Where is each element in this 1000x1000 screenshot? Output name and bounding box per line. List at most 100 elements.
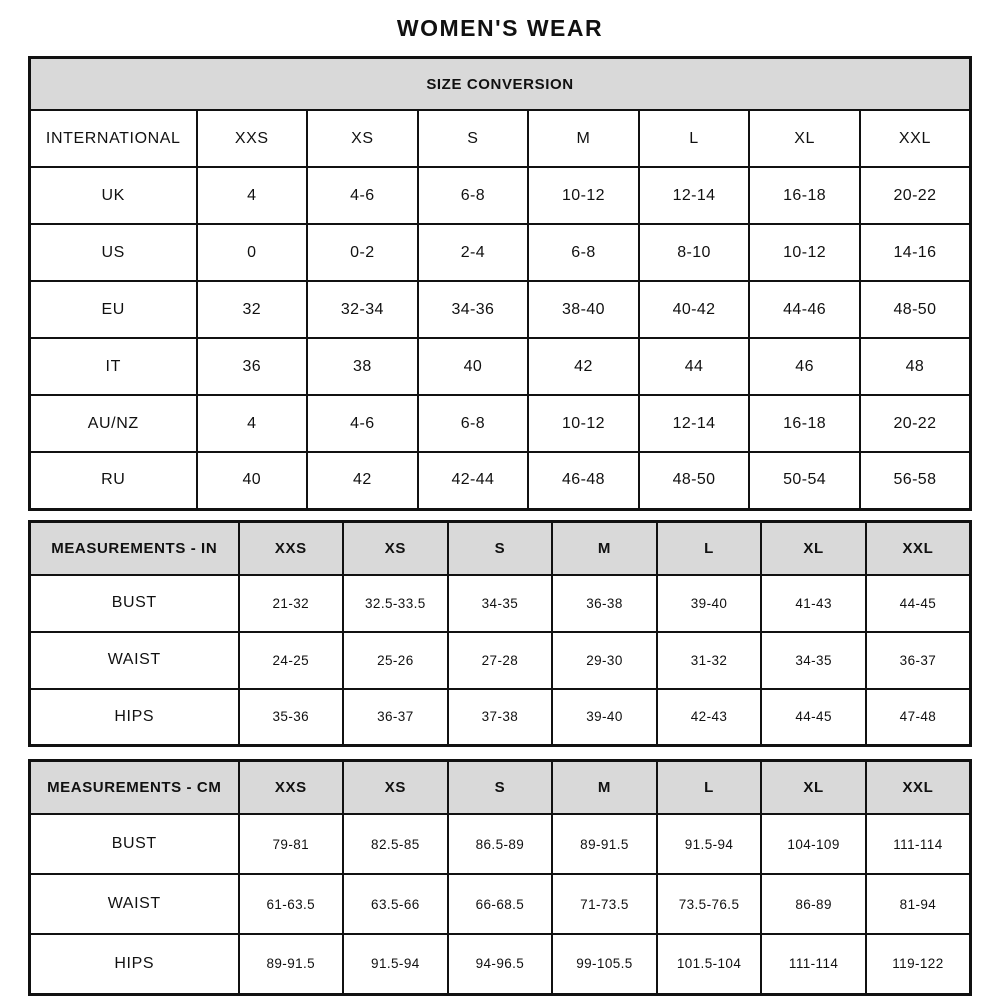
value-cell: 32-34 <box>306 280 419 339</box>
value-cell: 48-50 <box>637 451 751 510</box>
value-cell: 34-35 <box>760 630 867 690</box>
row-label-cell: RU <box>28 451 198 510</box>
column-header-cell: S <box>446 759 554 815</box>
value-cell: 36 <box>195 337 309 396</box>
row-label-cell: BUST <box>28 573 240 633</box>
value-cell: 48 <box>858 337 972 396</box>
row-label-cell: HIPS <box>28 687 240 747</box>
value-cell: 61-63.5 <box>237 873 345 935</box>
row-label-cell: UK <box>28 166 198 225</box>
value-cell: 48-50 <box>858 280 972 339</box>
value-cell: 99-105.5 <box>551 933 658 995</box>
value-cell: 6-8 <box>527 223 640 282</box>
value-cell: 44-45 <box>760 687 867 747</box>
value-cell: 21-32 <box>237 573 345 633</box>
value-cell: 101.5-104 <box>655 933 763 995</box>
value-cell: 25-26 <box>342 630 449 690</box>
value-cell: 73.5-76.5 <box>655 873 763 935</box>
table-row: WAIST 24-25 25-26 27-28 29-30 31-32 34-35 36-37 <box>28 630 972 690</box>
value-cell: 16-18 <box>748 166 861 225</box>
column-header-cell: XXS <box>195 109 309 168</box>
value-cell: 4-6 <box>306 166 419 225</box>
column-header-cell: L <box>637 109 751 168</box>
table-row: EU 32 32-34 34-36 38-40 40-42 44-46 48-50 <box>28 280 972 339</box>
page-title: WOMEN'S WEAR <box>396 15 604 41</box>
value-cell: 42 <box>306 451 419 510</box>
value-cell: 27-28 <box>446 630 554 690</box>
value-cell: 4 <box>195 394 309 453</box>
value-cell: 66-68.5 <box>446 873 554 935</box>
value-cell: 86.5-89 <box>446 813 554 875</box>
value-cell: 47-48 <box>864 687 972 747</box>
table-title-cell: INTERNATIONAL <box>28 109 198 168</box>
value-cell: 39-40 <box>551 687 658 747</box>
value-cell: 89-91.5 <box>237 933 345 995</box>
value-cell: 12-14 <box>637 166 751 225</box>
value-cell: 91.5-94 <box>655 813 763 875</box>
row-label-cell: BUST <box>28 813 240 875</box>
column-header-cell: XS <box>306 109 419 168</box>
value-cell: 86-89 <box>760 873 867 935</box>
row-label-cell: HIPS <box>28 933 240 995</box>
row-label-cell: AU/NZ <box>28 394 198 453</box>
table-row: IT 36 38 40 42 44 46 48 <box>28 337 972 396</box>
value-cell: 8-10 <box>637 223 751 282</box>
value-cell: 91.5-94 <box>342 933 449 995</box>
column-header-cell: XXL <box>864 520 972 576</box>
value-cell: 34-36 <box>416 280 530 339</box>
value-cell: 4-6 <box>306 394 419 453</box>
value-cell: 44-45 <box>864 573 972 633</box>
column-header-cell: M <box>527 109 640 168</box>
value-cell: 4 <box>195 166 309 225</box>
value-cell: 12-14 <box>637 394 751 453</box>
value-cell: 44-46 <box>748 280 861 339</box>
value-cell: 20-22 <box>858 394 972 453</box>
table-row: AU/NZ 4 4-6 6-8 10-12 12-14 16-18 20-22 <box>28 394 972 453</box>
value-cell: 50-54 <box>748 451 861 510</box>
value-cell: 39-40 <box>655 573 763 633</box>
value-cell: 111-114 <box>864 813 972 875</box>
value-cell: 6-8 <box>416 166 530 225</box>
column-header-cell: XXS <box>237 520 345 576</box>
value-cell: 16-18 <box>748 394 861 453</box>
value-cell: 38 <box>306 337 419 396</box>
value-cell: 104-109 <box>760 813 867 875</box>
table-row: HIPS 35-36 36-37 37-38 39-40 42-43 44-45 47-48 <box>28 687 972 747</box>
table-row: HIPS 89-91.5 91.5-94 94-96.5 99-105.5 101.5-1… <box>28 933 972 995</box>
value-cell: 36-37 <box>864 630 972 690</box>
value-cell: 119-122 <box>864 933 972 995</box>
column-header-cell: XS <box>342 759 449 815</box>
table-banner: SIZE CONVERSION <box>28 56 972 111</box>
value-cell: 82.5-85 <box>342 813 449 875</box>
value-cell: 32.5-33.5 <box>342 573 449 633</box>
value-cell: 42-44 <box>416 451 530 510</box>
value-cell: 37-38 <box>446 687 554 747</box>
column-header-cell: XL <box>748 109 861 168</box>
value-cell: 41-43 <box>760 573 867 633</box>
value-cell: 36-37 <box>342 687 449 747</box>
column-header-cell: XXL <box>864 759 972 815</box>
column-header-cell: L <box>655 520 763 576</box>
table-row: WAIST 61-63.5 63.5-66 66-68.5 71-73.5 73.5-76… <box>28 873 972 935</box>
table-row: BUST 79-81 82.5-85 86.5-89 89-91.5 91.5-94 104… <box>28 813 972 875</box>
value-cell: 79-81 <box>237 813 345 875</box>
value-cell: 42 <box>527 337 640 396</box>
column-header-cell: XL <box>760 520 867 576</box>
column-header-cell: XL <box>760 759 867 815</box>
value-cell: 44 <box>637 337 751 396</box>
column-header-cell: XXS <box>237 759 345 815</box>
value-cell: 0 <box>195 223 309 282</box>
table-row: RU 40 42 42-44 46-48 48-50 50-54 56-58 <box>28 451 972 510</box>
value-cell: 42-43 <box>655 687 763 747</box>
value-cell: 81-94 <box>864 873 972 935</box>
column-header-cell: XXL <box>858 109 972 168</box>
value-cell: 40-42 <box>637 280 751 339</box>
value-cell: 0-2 <box>306 223 419 282</box>
value-cell: 34-35 <box>446 573 554 633</box>
table-title-cell: MEASUREMENTS - IN <box>28 520 240 576</box>
value-cell: 36-38 <box>551 573 658 633</box>
value-cell: 40 <box>195 451 309 510</box>
table-row: BUST 21-32 32.5-33.5 34-35 36-38 39-40 41-43 44… <box>28 573 972 633</box>
value-cell: 32 <box>195 280 309 339</box>
